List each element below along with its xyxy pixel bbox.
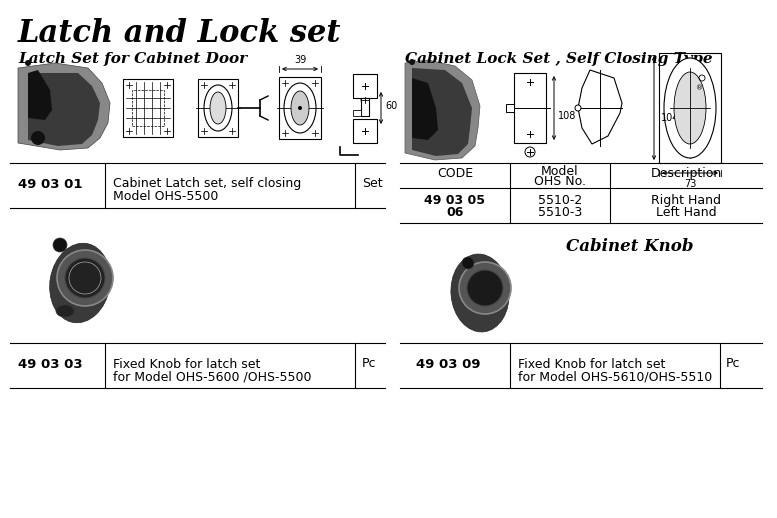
Text: OHS No.: OHS No. xyxy=(534,175,586,188)
Text: Pc: Pc xyxy=(726,357,740,370)
Bar xyxy=(514,73,546,143)
Text: 73: 73 xyxy=(684,179,696,189)
Text: 49 03 03: 49 03 03 xyxy=(18,357,82,370)
Text: Fixed Knob for latch set: Fixed Knob for latch set xyxy=(113,357,260,370)
Circle shape xyxy=(57,250,113,306)
Polygon shape xyxy=(28,73,100,146)
Bar xyxy=(279,77,321,139)
Text: 60: 60 xyxy=(385,101,397,111)
Ellipse shape xyxy=(50,243,110,323)
Polygon shape xyxy=(405,60,480,160)
Text: 49 03 05: 49 03 05 xyxy=(424,194,486,207)
Text: 49 03 09: 49 03 09 xyxy=(416,357,480,370)
Ellipse shape xyxy=(56,305,74,317)
Text: Cabinet Knob: Cabinet Knob xyxy=(566,238,694,255)
Bar xyxy=(132,90,164,126)
Text: Cabinet Latch set, self closing: Cabinet Latch set, self closing xyxy=(113,178,301,191)
Text: ®: ® xyxy=(696,85,703,91)
Text: CODE: CODE xyxy=(437,167,473,180)
Polygon shape xyxy=(412,78,438,140)
Circle shape xyxy=(25,60,31,66)
Circle shape xyxy=(467,270,503,306)
Text: 49 03 01: 49 03 01 xyxy=(18,178,82,191)
Circle shape xyxy=(31,131,45,145)
Ellipse shape xyxy=(674,72,706,144)
Text: Latch and Lock set: Latch and Lock set xyxy=(18,18,342,49)
Text: 39: 39 xyxy=(294,55,306,65)
Circle shape xyxy=(409,59,415,65)
Text: Latch Set for Cabinet Door: Latch Set for Cabinet Door xyxy=(18,52,247,66)
Ellipse shape xyxy=(291,91,309,125)
Ellipse shape xyxy=(664,58,716,158)
Bar xyxy=(659,53,721,163)
Circle shape xyxy=(462,257,474,269)
Polygon shape xyxy=(578,70,622,144)
Text: Right Hand: Right Hand xyxy=(651,194,721,207)
Polygon shape xyxy=(412,68,472,156)
Circle shape xyxy=(575,105,581,111)
Polygon shape xyxy=(18,63,110,150)
Text: for Model OHS-5600 /OHS-5500: for Model OHS-5600 /OHS-5500 xyxy=(113,370,312,383)
Bar xyxy=(353,110,361,116)
Polygon shape xyxy=(28,70,52,120)
Text: Left Hand: Left Hand xyxy=(656,206,716,219)
Text: Description: Description xyxy=(650,167,722,180)
Text: 06: 06 xyxy=(446,206,464,219)
Text: Cabinet Lock Set , Self Closing Type: Cabinet Lock Set , Self Closing Type xyxy=(405,52,713,66)
Ellipse shape xyxy=(284,83,316,133)
Circle shape xyxy=(459,262,511,314)
Text: 104: 104 xyxy=(661,113,679,123)
Circle shape xyxy=(53,238,67,252)
Bar xyxy=(353,74,377,98)
Text: Pc: Pc xyxy=(362,357,377,370)
Bar xyxy=(506,104,514,112)
Text: Set: Set xyxy=(362,177,382,190)
Bar xyxy=(198,79,238,137)
Text: 5510-2: 5510-2 xyxy=(538,194,582,207)
Bar xyxy=(353,119,377,143)
Text: Model: Model xyxy=(542,165,579,178)
Circle shape xyxy=(65,258,105,298)
Ellipse shape xyxy=(204,85,232,131)
Bar xyxy=(123,79,173,137)
Ellipse shape xyxy=(451,254,509,332)
Text: for Model OHS-5610/OHS-5510: for Model OHS-5610/OHS-5510 xyxy=(518,370,713,383)
Bar xyxy=(361,98,369,116)
Text: Fixed Knob for latch set: Fixed Knob for latch set xyxy=(518,357,665,370)
Text: 108: 108 xyxy=(558,111,577,121)
Text: Model OHS-5500: Model OHS-5500 xyxy=(113,191,218,204)
Ellipse shape xyxy=(210,92,226,124)
Circle shape xyxy=(298,106,302,110)
Text: 5510-3: 5510-3 xyxy=(538,206,582,219)
